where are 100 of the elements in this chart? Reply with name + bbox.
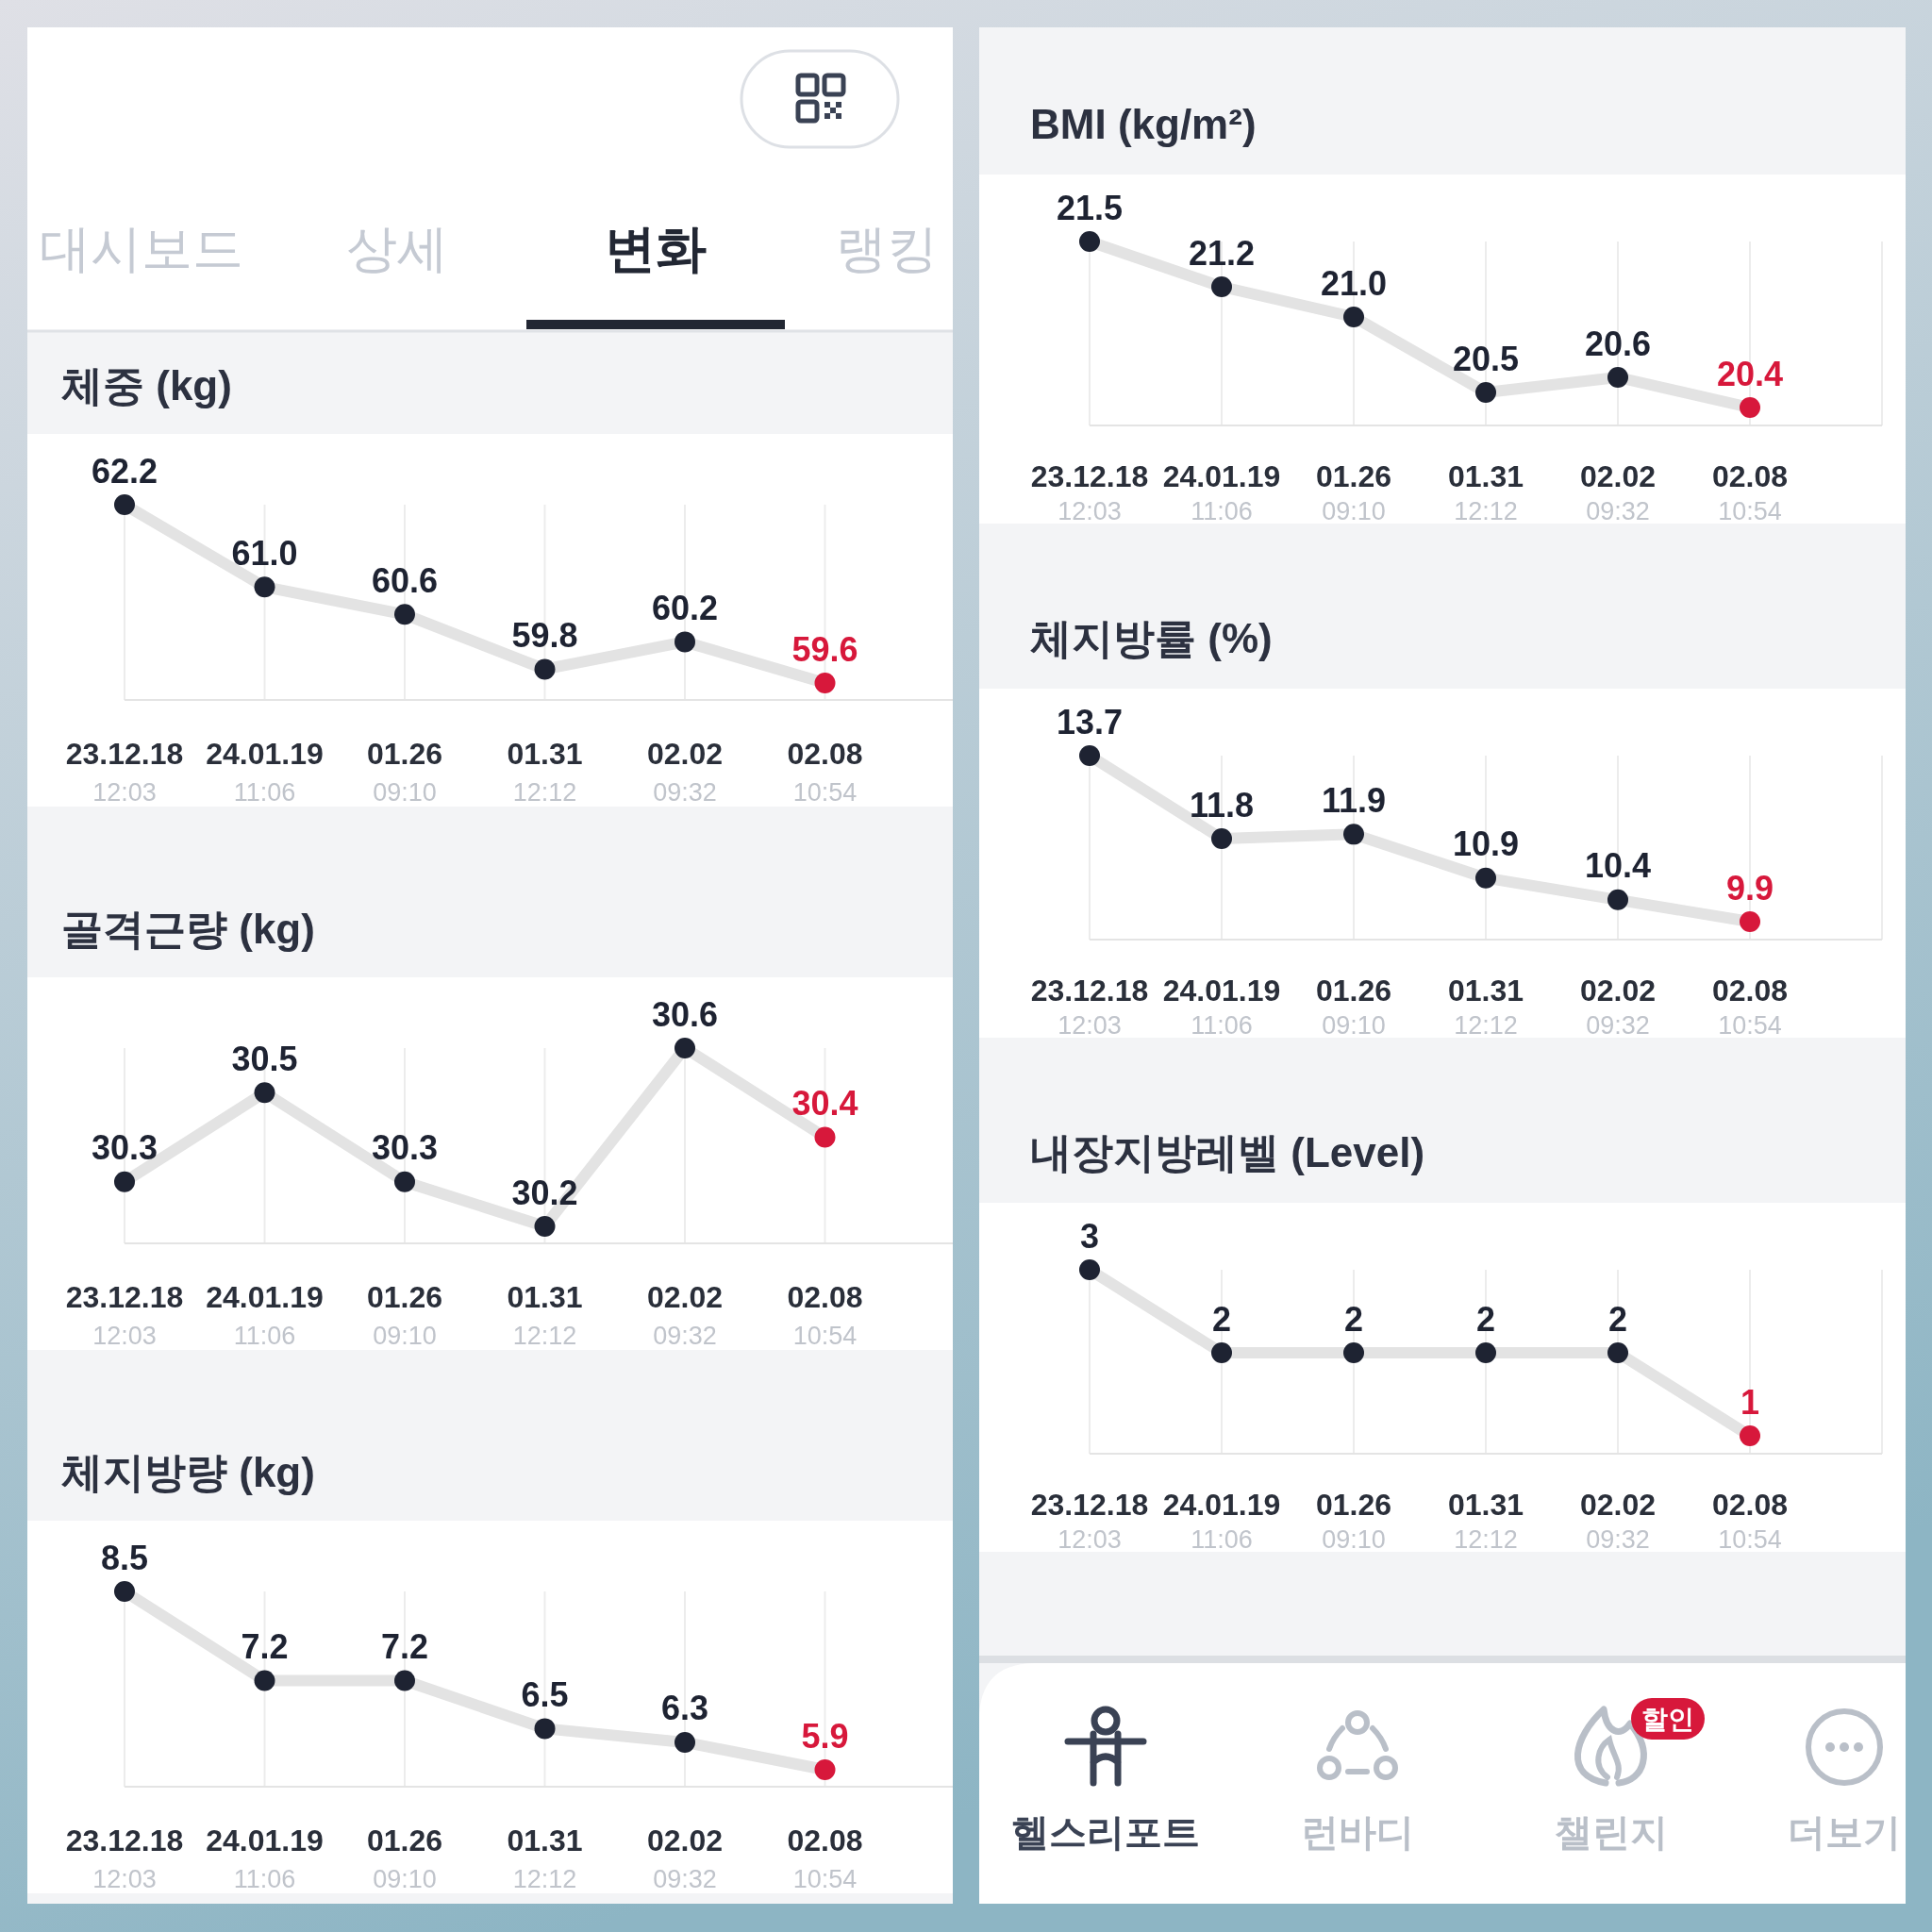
- x-tick-label: 01.26 09:10: [1315, 974, 1392, 1040]
- text: 랭킹: [836, 220, 938, 276]
- x-tick-label: 24.01.19 11:06: [206, 737, 324, 807]
- data-label: 2: [1211, 1299, 1232, 1339]
- data-label: 30.4: [791, 1084, 858, 1123]
- data-label: 1: [1740, 1382, 1760, 1422]
- x-tick-label: 01.26 09:10: [366, 1824, 443, 1893]
- data-label: 59.8: [511, 615, 578, 655]
- point: [534, 658, 556, 680]
- data-label: 20.6: [1584, 324, 1652, 363]
- x-tick-label: 01.31 12:12: [507, 1280, 583, 1350]
- point: [254, 576, 275, 598]
- text: 할인: [1641, 1704, 1694, 1734]
- chart-title: BMI (kg/m²): [1030, 100, 1257, 147]
- data-label: 21.5: [1056, 188, 1124, 227]
- data-label: 21.0: [1320, 263, 1388, 303]
- x-tick-label: 23.12.18 12:03: [65, 1280, 184, 1350]
- x-tick-label: 23.12.18 12:03: [65, 1824, 184, 1893]
- data-label: 7.2: [380, 1627, 429, 1666]
- point: [254, 1670, 275, 1691]
- data-label: 30.5: [231, 1039, 298, 1078]
- data-label: 6.5: [521, 1674, 569, 1714]
- x-tick-label: 02.02 09:32: [646, 1824, 724, 1893]
- x-tick-label: 23.12.18 12:03: [1030, 459, 1149, 525]
- point: [394, 1670, 415, 1691]
- x-tick-label: 02.02 09:32: [646, 737, 724, 807]
- point: [1079, 231, 1100, 252]
- data-label: 11.8: [1189, 785, 1255, 824]
- data-label: 21.2: [1188, 233, 1256, 273]
- x-tick-label: 02.02 09:32: [1579, 459, 1657, 525]
- data-label: 61.0: [231, 533, 298, 573]
- x-tick-label: 23.12.18 12:03: [1030, 974, 1149, 1040]
- data-label: 8.5: [100, 1538, 149, 1577]
- text: 변화: [605, 220, 707, 276]
- x-tick-label: 23.12.18 12:03: [65, 737, 184, 807]
- x-tick-label: 01.31 12:12: [1447, 974, 1524, 1040]
- point: [534, 1718, 556, 1740]
- x-tick-label: 01.26 09:10: [1315, 1488, 1392, 1554]
- data-label: 3: [1079, 1216, 1100, 1256]
- x-tick-label: 01.31 12:12: [1447, 459, 1524, 525]
- point: [814, 673, 836, 693]
- chart-title: 골격근량 (kg): [61, 905, 315, 952]
- x-tick-label: 02.08 10:54: [1711, 974, 1789, 1040]
- point: [114, 1581, 135, 1602]
- data-label: 20.5: [1452, 339, 1520, 378]
- x-tick-label: 24.01.19 11:06: [1162, 974, 1281, 1040]
- data-label: 30.3: [91, 1128, 158, 1168]
- data-label: 5.9: [801, 1716, 849, 1756]
- point: [1211, 828, 1232, 849]
- point: [1740, 911, 1760, 932]
- text: 헬스리포트: [1011, 1811, 1200, 1853]
- data-label: 20.4: [1716, 354, 1784, 393]
- point: [675, 631, 695, 653]
- x-tick-label: 01.26 09:10: [366, 737, 443, 807]
- chart-title: 체지방량 (kg): [61, 1448, 315, 1495]
- data-label: 62.2: [91, 451, 158, 491]
- chart-title: 체지방률 (%): [1030, 614, 1273, 661]
- data-label: 7.2: [241, 1627, 289, 1666]
- text: 대시보드: [40, 220, 243, 276]
- point: [1607, 367, 1628, 388]
- data-label: 2: [1607, 1299, 1628, 1339]
- chart-title: 체중 (kg): [61, 361, 232, 408]
- point: [814, 1126, 836, 1148]
- text: 상세: [346, 220, 448, 276]
- x-tick-label: 01.26 09:10: [366, 1280, 443, 1350]
- text: 챌린지: [1555, 1811, 1668, 1853]
- x-tick-label: 24.01.19 11:06: [1162, 459, 1281, 525]
- point: [1211, 276, 1232, 297]
- data-label: 30.3: [371, 1128, 439, 1168]
- data-label: 9.9: [1725, 868, 1774, 908]
- chart-title: 내장지방레벨 (Level): [1030, 1128, 1425, 1175]
- x-tick-label: 01.31 12:12: [1447, 1488, 1524, 1554]
- point: [1740, 397, 1760, 418]
- data-label: 59.6: [791, 629, 858, 669]
- data-label: 60.6: [371, 560, 439, 600]
- point: [394, 1171, 415, 1192]
- point: [1079, 745, 1100, 766]
- data-label: 11.9: [1321, 780, 1387, 820]
- data-label: 60.2: [651, 588, 719, 627]
- data-label: 30.2: [511, 1173, 578, 1212]
- point: [675, 1731, 695, 1753]
- x-tick-label: 02.02 09:32: [1579, 1488, 1657, 1554]
- point: [1343, 307, 1364, 327]
- x-tick-label: 01.31 12:12: [507, 1824, 583, 1893]
- x-tick-label: 24.01.19 11:06: [1162, 1488, 1281, 1554]
- data-label: 2: [1343, 1299, 1364, 1339]
- point: [1343, 824, 1364, 845]
- data-label: 10.4: [1584, 846, 1652, 886]
- x-tick-label: 24.01.19 11:06: [206, 1824, 324, 1893]
- x-tick-label: 02.08 10:54: [1711, 1488, 1789, 1554]
- point: [1475, 382, 1496, 403]
- x-tick-label: 02.08 10:54: [787, 1280, 863, 1350]
- x-tick-label: 23.12.18 12:03: [1030, 1488, 1149, 1554]
- point: [114, 494, 135, 515]
- data-label: 30.6: [651, 994, 719, 1034]
- data-label: 13.7: [1056, 702, 1124, 741]
- text: 런바디: [1301, 1811, 1414, 1853]
- point: [534, 1216, 556, 1237]
- data-label: 2: [1475, 1299, 1496, 1339]
- x-tick-label: 01.31 12:12: [507, 737, 583, 807]
